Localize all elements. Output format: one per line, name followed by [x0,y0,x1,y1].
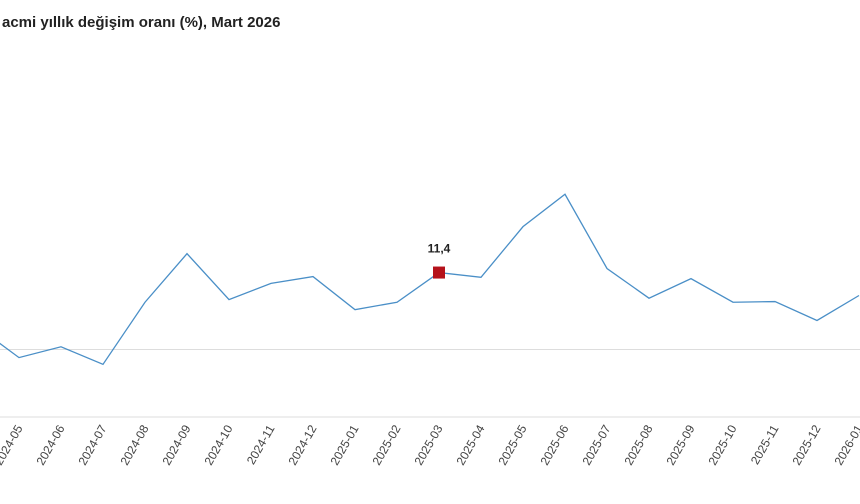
value-label: 11,4 [428,242,451,256]
x-tick-label: 2025-09 [663,422,697,467]
x-tick-label: 2024-10 [201,422,235,467]
x-tick-label: 2024-12 [285,422,319,467]
x-tick-label: 2025-08 [621,422,655,467]
x-tick-label: 2024-05 [0,422,26,467]
x-tick-label: 2025-06 [537,422,571,467]
x-tick-label: 2025-01 [327,422,361,467]
x-tick-label: 2024-11 [244,422,278,467]
x-tick-label: 2025-05 [495,422,529,467]
x-tick-label: 2025-02 [369,422,403,467]
chart-title: acmi yıllık değişim oranı (%), Mart 2026 [2,14,280,31]
x-tick-label: 2024-06 [33,422,67,467]
data-line [0,193,860,366]
x-tick-label: 2025-07 [579,422,613,467]
x-tick-label: 2025-11 [748,422,782,467]
x-tick-label: 2025-04 [453,422,487,467]
x-tick-label: 2025-12 [789,422,823,467]
x-tick-label: 2024-09 [159,422,193,467]
x-tick-label: 2025-03 [411,422,445,467]
x-tick-label: 2026-01 [831,422,860,467]
x-tick-label: 2024-08 [117,422,151,467]
x-tick-label: 2024-07 [75,422,109,467]
x-tick-label: 2025-10 [705,422,739,467]
highlight-marker [433,266,445,279]
